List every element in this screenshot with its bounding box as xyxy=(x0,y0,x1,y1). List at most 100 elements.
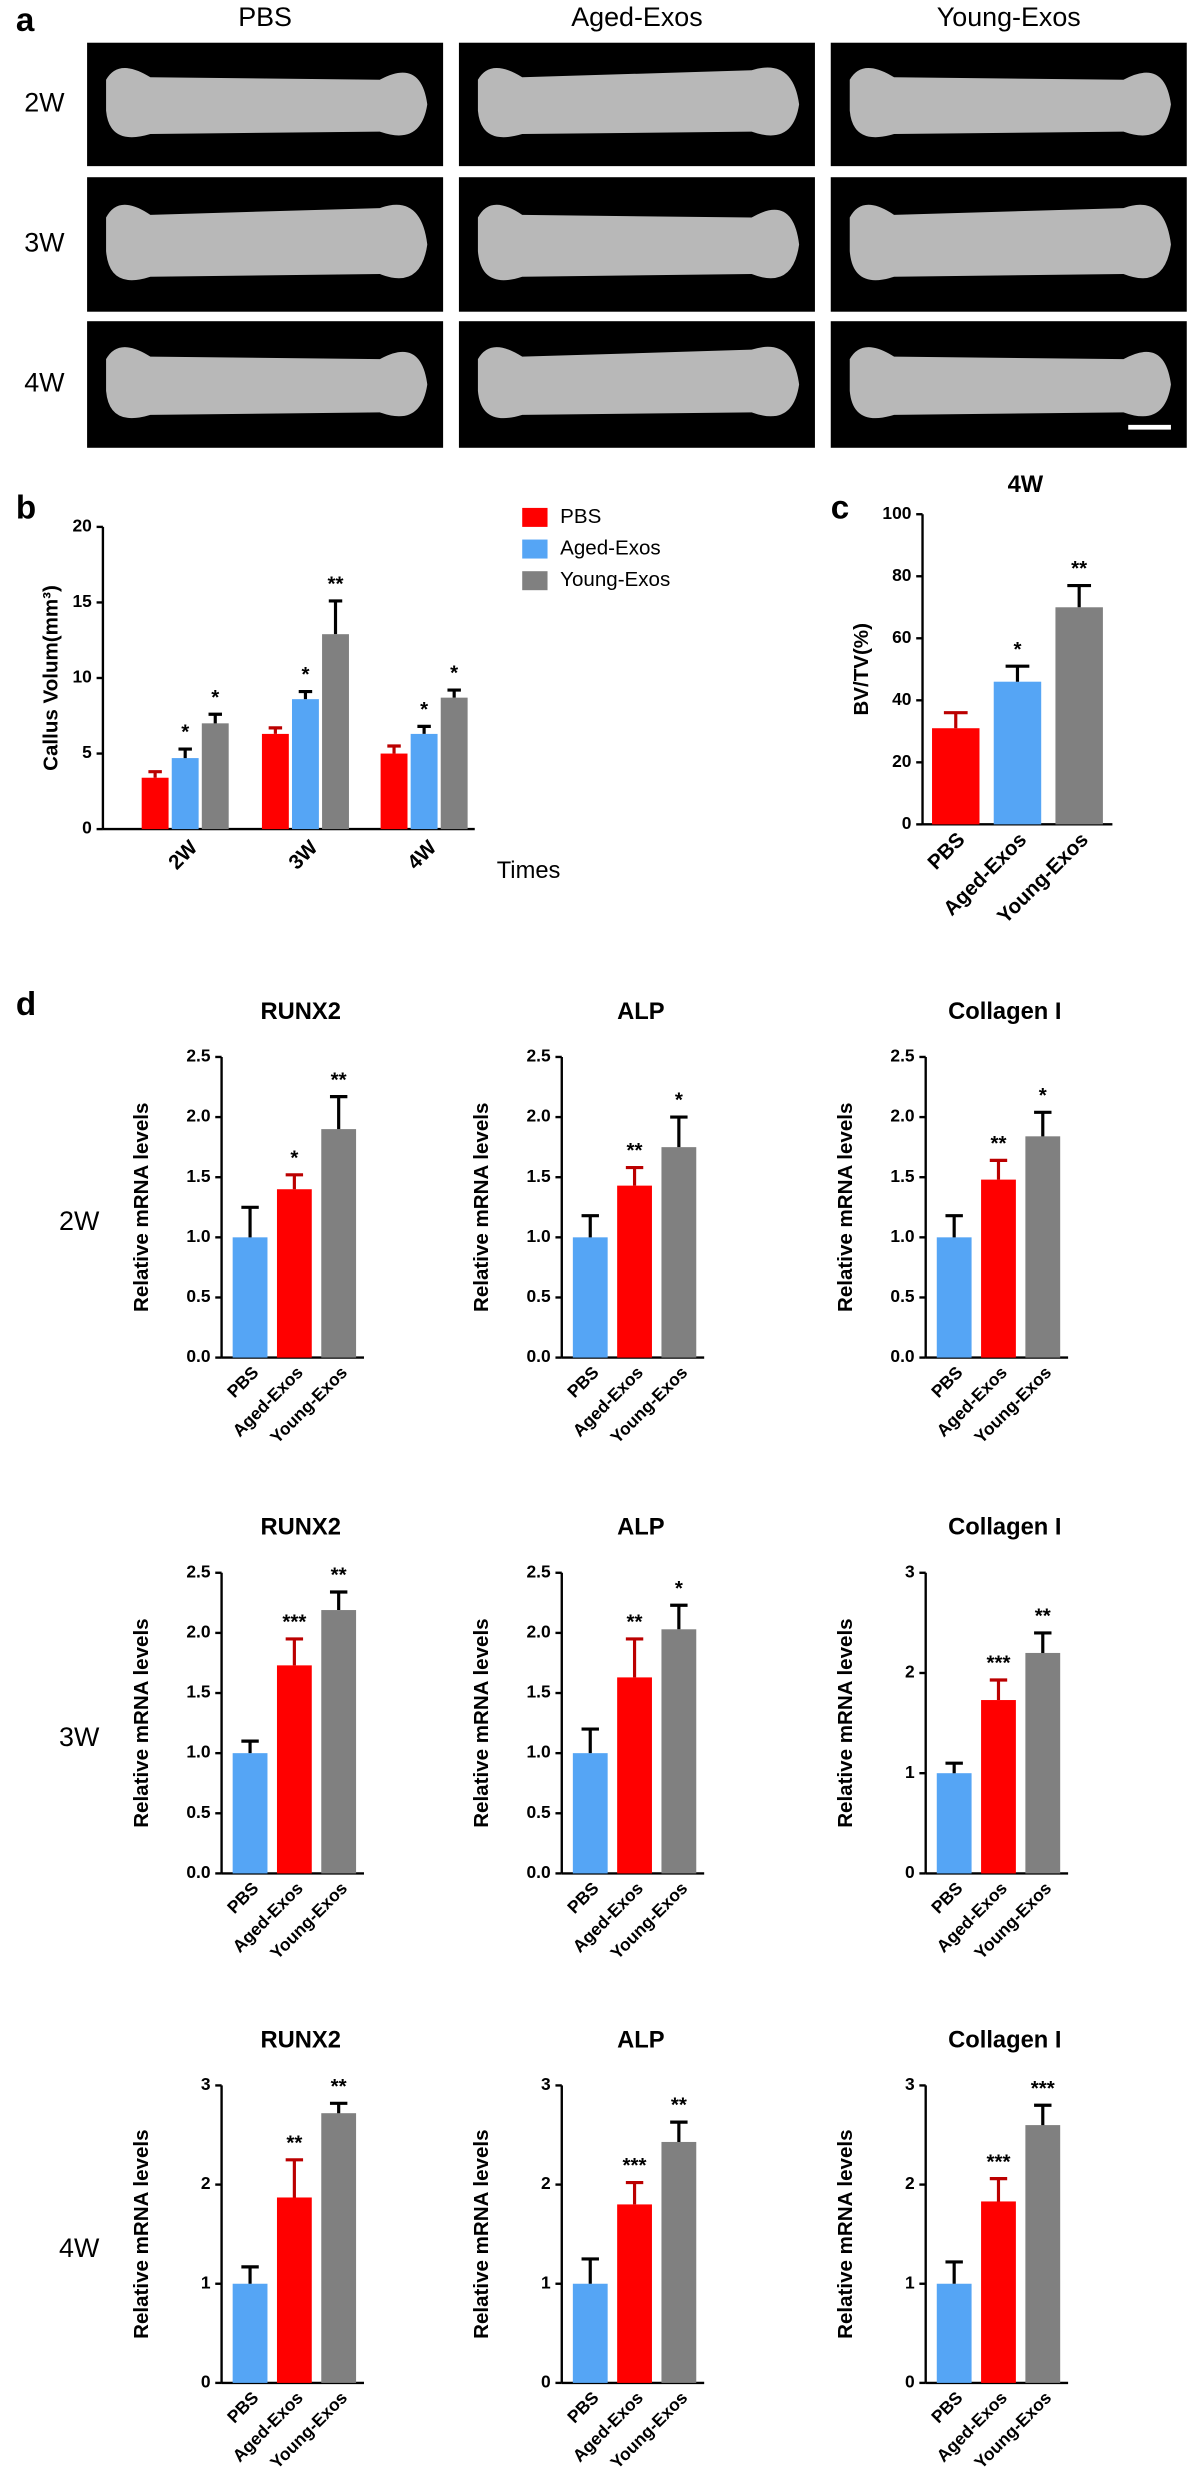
significance: ** xyxy=(286,2131,302,2154)
significance: ** xyxy=(1071,557,1087,580)
error-bar xyxy=(1005,664,1030,682)
y-tick-label: 0 xyxy=(541,2371,551,2391)
significance: *** xyxy=(986,2150,1010,2173)
chart-title: ALP xyxy=(617,1515,665,1541)
bar xyxy=(276,2197,312,2383)
error-bar xyxy=(945,1761,963,1774)
y-tick-label: 1.0 xyxy=(527,1742,551,1762)
y-tick-label: 0.0 xyxy=(527,1346,551,1366)
chart-title: 4W xyxy=(1008,472,1044,498)
x-tick-label: PBS xyxy=(923,828,969,874)
y-tick-label: 2.5 xyxy=(186,1561,211,1581)
bar xyxy=(936,2283,972,2383)
row-label: 4W xyxy=(24,368,65,398)
bar xyxy=(261,733,289,830)
significance: * xyxy=(1039,1084,1047,1107)
x-tick-label: PBS xyxy=(927,1878,966,1917)
significance: ** xyxy=(990,1132,1006,1155)
y-tick-label: 0.5 xyxy=(186,1286,211,1306)
chart-title: RUNX2 xyxy=(260,2027,340,2053)
legend-label: PBS xyxy=(560,505,601,528)
error-bar xyxy=(625,2181,644,2205)
y-tick-label: 1.5 xyxy=(186,1682,211,1702)
y-tick-label: 100 xyxy=(882,503,911,523)
y-tick-label: 1.0 xyxy=(186,1226,210,1246)
y-axis-label: Callus Volum(mm³) xyxy=(40,585,63,771)
error-bar xyxy=(298,690,313,700)
y-axis-label: Relative mRNA levels xyxy=(470,1618,493,1827)
significance: *** xyxy=(282,1611,306,1634)
y-tick-label: 2.5 xyxy=(527,1046,552,1066)
y-axis-label: Relative mRNA levels xyxy=(130,2129,153,2338)
error-bar xyxy=(670,1115,688,1148)
bar xyxy=(936,1237,972,1358)
bar xyxy=(1025,1136,1061,1358)
error-bar xyxy=(1067,583,1092,608)
bar xyxy=(981,1179,1016,1358)
y-tick-label: 80 xyxy=(892,565,911,585)
error-bar xyxy=(178,747,192,759)
bone-shape xyxy=(477,204,800,281)
bar xyxy=(661,1629,697,1874)
y-tick-label: 5 xyxy=(82,742,92,762)
legend-label: Aged-Exos xyxy=(560,536,661,559)
y-tick-label: 1.5 xyxy=(890,1166,915,1186)
legend-label: Young-Exos xyxy=(560,568,670,591)
error-bar xyxy=(670,2120,688,2142)
y-tick-label: 0 xyxy=(201,2371,211,2391)
y-tick-label: 2.0 xyxy=(890,1106,914,1126)
y-tick-label: 1 xyxy=(201,2272,211,2292)
x-tick-label: 4W xyxy=(403,836,441,874)
y-tick-label: 1.0 xyxy=(186,1742,210,1762)
bar xyxy=(291,699,319,830)
error-bar xyxy=(447,688,461,698)
bar xyxy=(661,2141,697,2383)
bone-shape xyxy=(106,204,428,281)
bar xyxy=(380,753,408,830)
y-tick-label: 2.5 xyxy=(186,1046,211,1066)
y-axis-label: Relative mRNA levels xyxy=(834,1103,857,1312)
y-axis-label: BV/TV(%) xyxy=(850,623,873,715)
significance: ** xyxy=(627,1611,643,1634)
chart-title: Collagen I xyxy=(948,1515,1061,1541)
y-axis-label: Relative mRNA levels xyxy=(470,2129,493,2338)
error-bar xyxy=(625,1166,644,1186)
bar xyxy=(617,1185,652,1358)
bar xyxy=(171,758,199,830)
y-tick-label: 1.0 xyxy=(890,1226,914,1246)
x-tick-label: PBS xyxy=(223,1878,262,1917)
error-bar xyxy=(329,1095,348,1130)
row-label: 2W xyxy=(24,88,65,118)
chart-title: ALP xyxy=(617,2027,665,2053)
significance: ** xyxy=(671,2094,687,2117)
bar xyxy=(440,697,468,830)
x-tick-label: PBS xyxy=(563,2387,602,2426)
bar xyxy=(276,1189,312,1358)
significance: *** xyxy=(986,1652,1010,1675)
error-bar xyxy=(148,770,162,778)
error-bar xyxy=(241,1205,259,1238)
chart-title: Collagen I xyxy=(948,999,1061,1025)
bar xyxy=(232,2283,268,2383)
error-bar xyxy=(1034,2103,1052,2126)
chart-title: RUNX2 xyxy=(260,1515,340,1541)
y-tick-label: 0 xyxy=(902,813,912,833)
error-bar xyxy=(328,599,343,635)
x-tick-label: PBS xyxy=(223,2387,262,2426)
x-tick-label: 2W xyxy=(164,836,202,874)
bar xyxy=(993,681,1042,825)
y-tick-label: 0.5 xyxy=(890,1286,915,1306)
panel-label: d xyxy=(16,986,36,1023)
panel-label: a xyxy=(16,2,35,39)
y-tick-label: 2 xyxy=(905,2173,915,2193)
y-tick-label: 3 xyxy=(905,2074,915,2094)
row-label: 2W xyxy=(59,1206,100,1236)
error-bar xyxy=(268,726,283,734)
error-bar xyxy=(670,1603,688,1630)
significance: * xyxy=(420,698,428,721)
y-tick-label: 2.0 xyxy=(527,1621,551,1641)
significance: ** xyxy=(331,1068,347,1091)
error-bar xyxy=(1034,1631,1052,1653)
